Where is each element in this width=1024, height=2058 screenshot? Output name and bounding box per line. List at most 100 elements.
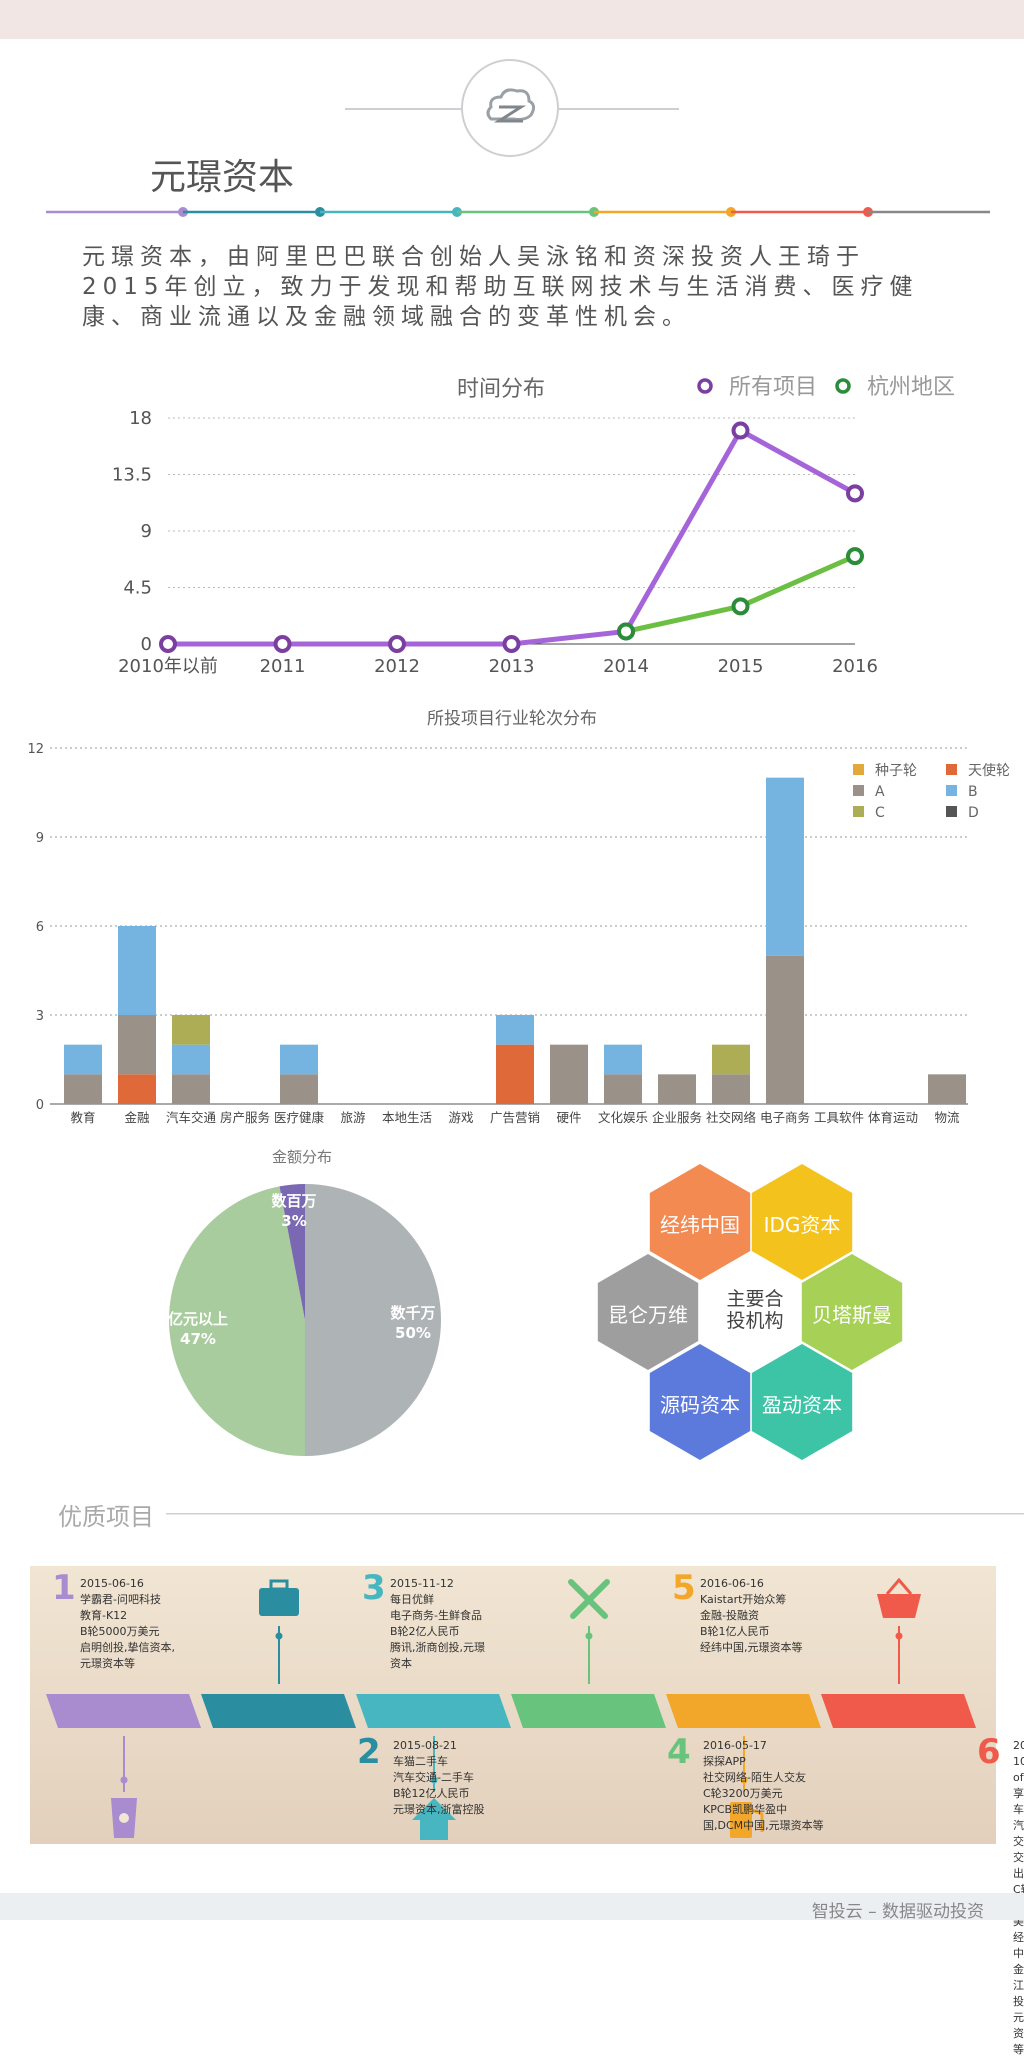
project-number: 3 [362, 1568, 386, 1608]
line-series-0 [168, 428, 857, 647]
project-info-line: B轮5000万美元 [80, 1625, 160, 1638]
bar-segment [118, 1074, 156, 1104]
line-point [846, 484, 864, 503]
bar-legend-swatch [946, 764, 957, 775]
project-number: 1 [52, 1568, 76, 1608]
project-info-line: 腾讯,浙商创投,元璟 [390, 1641, 485, 1654]
cup-icon [111, 1736, 137, 1838]
bar-chart-xtick: 工具软件 [814, 1110, 864, 1125]
timeline-ribbon-segment [666, 1694, 821, 1728]
institution-label: 源码资本 [660, 1393, 740, 1417]
bar-chart-xtick: 体育运动 [868, 1110, 918, 1125]
pie-slice-name: 数千万 [390, 1304, 435, 1322]
bar-segment [550, 1044, 588, 1104]
institution-hexagon [751, 1164, 853, 1280]
line-chart-xtick: 2011 [260, 656, 306, 677]
line-chart-ytick: 9 [141, 521, 152, 542]
project-info-line: 教育-K12 [80, 1609, 128, 1622]
bar-chart: 所投项目行业轮次分布 0 3 6 9 12 教育 金融 汽车交通 房产服务 医疗健康 旅游 本地生活 游… [27, 709, 1010, 1125]
project-info-line: 2015-06-16 [80, 1577, 144, 1590]
bar-legend-label: B [968, 784, 978, 800]
pie-slice [168, 1186, 305, 1456]
line-point [846, 547, 864, 566]
bar-segment [172, 1015, 210, 1045]
bar-segment [604, 1044, 642, 1075]
line-chart-ytick: 18 [129, 408, 152, 429]
bar-segment [64, 1044, 102, 1075]
pie-slice-pct: 50% [395, 1324, 431, 1342]
logo [461, 59, 559, 157]
timeline-ribbon-segment [46, 1694, 201, 1728]
institution-label: IDG资本 [763, 1213, 841, 1237]
bar-chart-ytick: 9 [36, 831, 44, 846]
bar-segment [928, 1074, 966, 1104]
legend-label: 所有项目 [729, 375, 817, 400]
pie-chart-title: 金额分布 [272, 1148, 332, 1166]
bar-segment [766, 777, 804, 956]
institution-hexagon [649, 1344, 751, 1460]
institution-hexagon [649, 1164, 751, 1280]
line-chart-xtick: 2012 [374, 656, 420, 677]
pie-slice [279, 1184, 305, 1320]
bar-chart-title: 所投项目行业轮次分布 [427, 709, 597, 729]
bar-segment [172, 1074, 210, 1104]
project-info-line: 2016-10-10 [1013, 1739, 1024, 1768]
bar-segment [172, 1044, 210, 1075]
bar-chart-xtick: 本地生活 [382, 1110, 432, 1125]
line-chart-xtick: 2014 [603, 656, 649, 677]
cloud-logo-icon [486, 88, 536, 123]
institutions-diagram: 主要合投机构 经纬中国 IDG资本 贝塔斯曼 盈动资本 源码资本 昆仑万维 [590, 1160, 920, 1470]
footer-band [0, 1893, 1024, 1920]
bar-chart-xtick: 房产服务 [220, 1110, 270, 1125]
bar-chart-xtick: 游戏 [448, 1110, 473, 1125]
legend-marker [697, 378, 713, 394]
timeline-ribbon-segment [511, 1694, 666, 1728]
project-info: 2016-05-17 探探APP 社交网络-陌生人交友 C轮3200万美元 KPCB凯鹏… [703, 1738, 824, 1834]
fuel-pump-icon [730, 1736, 764, 1838]
project-info: 2015-08-21 车猫二手车 汽车交通-二手车 B轮12亿人民币 元璟资本,浙富控股 [393, 1738, 485, 1818]
line-chart-title: 时间分布 [457, 377, 545, 402]
bar-legend-label: A [875, 784, 885, 800]
bar-segment [64, 1074, 102, 1104]
project-info-line: 元璟资本等 [80, 1657, 135, 1670]
project-info-line: 2015-08-21 [393, 1739, 457, 1752]
project-info-line: 元璟资本等 [1013, 2011, 1024, 2056]
bar-chart-xtick: 物流 [934, 1110, 960, 1125]
bar-chart-xtick: 文化娱乐 [598, 1110, 648, 1125]
line-chart: 时间分布 0 4.5 9 13.5 18 2010年以前 2011 2012 2013 2014 2… [112, 375, 955, 677]
bar-segment [496, 1044, 534, 1104]
line-chart-xtick: 2015 [718, 656, 764, 677]
bar-chart-xtick: 教育 [70, 1110, 95, 1125]
line-point [617, 622, 635, 641]
bar-chart-ytick: 12 [27, 742, 44, 757]
line-chart-ytick: 0 [141, 634, 152, 655]
project-info-line: 汽车交通-交通出行 [1013, 1819, 1024, 1880]
project-info-line: 探探APP [703, 1755, 746, 1768]
section-heading-quality: 优质项目 [58, 1503, 154, 1531]
tools-icon [568, 1579, 610, 1684]
line-point [388, 635, 406, 653]
institution-hexagon [751, 1344, 853, 1460]
quality-projects-panel: 1 2015-06-16 学霸君-问吧科技 教育-K12 B轮5000万美元 启明创投,挚… [30, 1566, 1024, 2056]
line-chart-xtick: 2013 [489, 656, 535, 677]
project-info-line: 元璟资本,浙富控股 [393, 1803, 485, 1816]
project-info-line: 经纬中国,金沙江创投, [1013, 1931, 1024, 2008]
bar-chart-xtick: 金融 [124, 1110, 150, 1125]
bar-segment [280, 1074, 318, 1104]
bar-chart-ytick: 3 [36, 1009, 44, 1024]
bar-segment [280, 1044, 318, 1075]
project-info: 2016-06-16 Kaistart开始众筹 金融-投融资 B轮1亿人民币 经纬中国,… [700, 1576, 803, 1656]
line-point [731, 597, 750, 616]
bar-legend-swatch [853, 785, 864, 796]
project-info-line: 车猫二手车 [393, 1755, 448, 1768]
bar-legend-swatch [946, 785, 957, 796]
institution-label: 盈动资本 [762, 1393, 842, 1417]
bar-chart-xtick: 医疗健康 [274, 1110, 325, 1125]
institution-hexagon [597, 1254, 699, 1370]
bar-chart-ytick: 0 [36, 1098, 44, 1113]
bar-legend-label: D [968, 805, 979, 821]
line-point [502, 635, 521, 653]
project-info-line: ofo共享单车 [1013, 1771, 1024, 1816]
briefcase-icon [259, 1579, 299, 1684]
project-info-line: 经纬中国,元璟资本等 [700, 1641, 803, 1654]
